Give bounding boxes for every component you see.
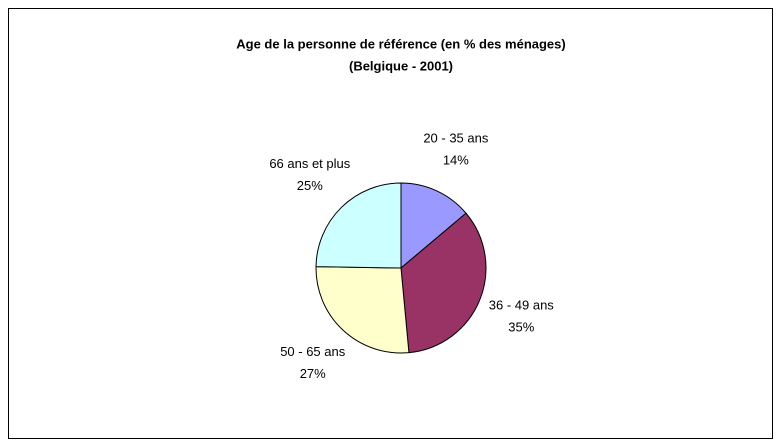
slice-label: 50 - 65 ans xyxy=(280,344,346,359)
slice-value-label: 27% xyxy=(300,366,326,381)
pie-slice xyxy=(400,182,467,270)
pie-slice xyxy=(315,182,402,269)
slice-label: 66 ans et plus xyxy=(269,156,350,171)
slice-value-label: 35% xyxy=(508,320,534,335)
pie-slice xyxy=(315,266,410,354)
slice-value-label: 14% xyxy=(443,153,469,168)
slice-label: 36 - 49 ans xyxy=(489,298,555,313)
pie-slice xyxy=(400,212,487,354)
slice-label: 20 - 35 ans xyxy=(423,131,489,146)
chart-title: Age de la personne de référence (en % de… xyxy=(236,36,565,51)
chart-subtitle: (Belgique - 2001) xyxy=(349,58,453,73)
slice-value-label: 25% xyxy=(297,178,323,193)
